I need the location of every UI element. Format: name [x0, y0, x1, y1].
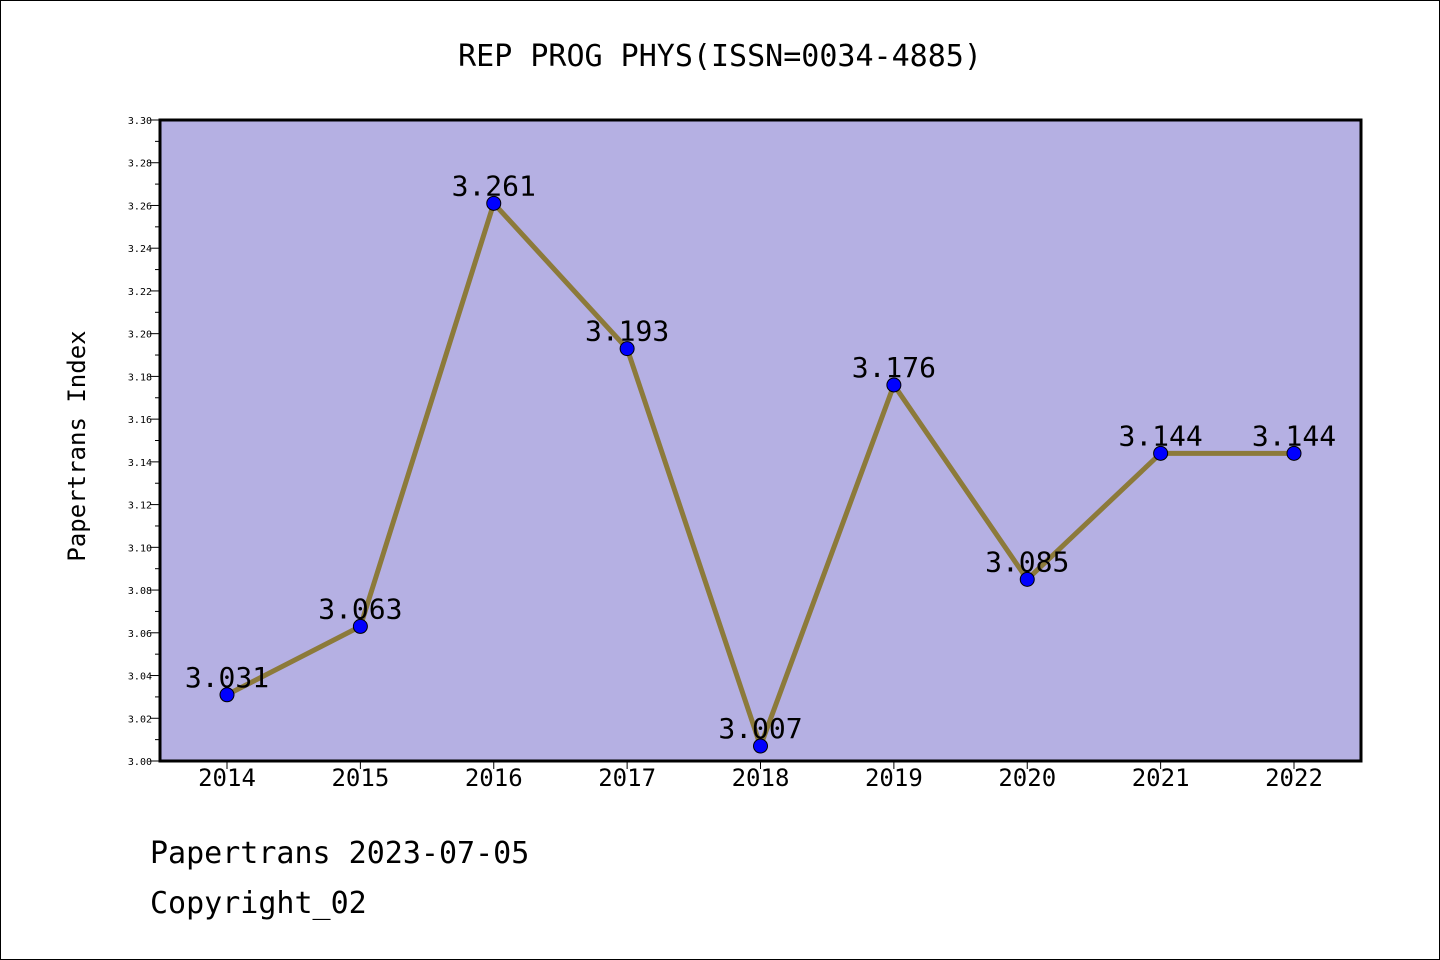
- x-tick-label: 2021: [1132, 764, 1190, 792]
- x-tick-label: 2016: [465, 764, 523, 792]
- series-group: 3.031 3.063 3.261 3.193 3.007 3.176 3.085 3.144…: [185, 169, 1336, 754]
- x-tick-label: 2020: [998, 764, 1056, 792]
- y-tick-label: 3.28: [128, 159, 152, 170]
- data-label: 3.007: [718, 712, 802, 745]
- x-tick-label: 2015: [331, 764, 389, 792]
- data-point: [886, 377, 902, 393]
- data-point: [753, 738, 768, 754]
- data-point: [486, 195, 502, 211]
- y-tick-label: 3.18: [128, 372, 152, 383]
- y-tick-label: 3.06: [128, 629, 152, 640]
- y-tick-label: 3.20: [128, 330, 152, 341]
- data-label: 3.261: [452, 169, 536, 202]
- data-point: [352, 618, 368, 634]
- plot-area: [158, 118, 1363, 763]
- chart-title: REP PROG PHYS(ISSN=0034-4885): [458, 39, 982, 74]
- data-point: [619, 341, 635, 357]
- y-tick-label: 3.22: [128, 287, 152, 298]
- x-tick-label: 2022: [1265, 764, 1323, 792]
- data-label: 3.085: [985, 545, 1069, 578]
- x-tick-label: 2018: [732, 764, 790, 792]
- y-tick-label: 3.14: [128, 458, 152, 469]
- data-label: 3.193: [585, 315, 669, 348]
- y-tick-label: 3.12: [128, 501, 152, 512]
- x-tick-label: 2014: [198, 764, 256, 792]
- data-point: [1153, 445, 1169, 461]
- y-tick-label: 3.04: [128, 672, 152, 683]
- y-tick-label: 3.08: [128, 586, 152, 597]
- data-point: [219, 687, 235, 703]
- data-label: 3.063: [318, 592, 402, 625]
- footer-date: Papertrans 2023-07-05: [150, 836, 530, 871]
- data-point: [1286, 445, 1302, 461]
- footer-copyright: Copyright_02: [150, 886, 367, 921]
- data-point: [1019, 571, 1035, 587]
- data-label: 3.176: [852, 351, 936, 384]
- data-label: 3.144: [1252, 419, 1336, 452]
- y-tick-label: 3.02: [128, 714, 152, 725]
- data-label: 3.031: [185, 661, 269, 694]
- y-tick-label: 3.10: [128, 543, 152, 554]
- x-axis: 2014 2015 2016 2017 2018 2019 2020 2021 2022: [198, 761, 1323, 792]
- y-tick-label: 3.00: [128, 757, 152, 768]
- x-tick-label: 2017: [598, 764, 656, 792]
- y-tick-label: 3.30: [128, 116, 152, 127]
- y-tick-label: 3.24: [128, 244, 152, 255]
- x-tick-label: 2019: [865, 764, 923, 792]
- y-tick-label: 3.16: [128, 415, 152, 426]
- y-axis: 3.00 3.02 3.04 3.06 3.08 3.10 3.12 3.14 3.16 3.18…: [128, 116, 160, 768]
- data-label: 3.144: [1118, 419, 1202, 452]
- y-axis-label: Papertrans Index: [63, 330, 91, 561]
- y-tick-label: 3.26: [128, 201, 152, 212]
